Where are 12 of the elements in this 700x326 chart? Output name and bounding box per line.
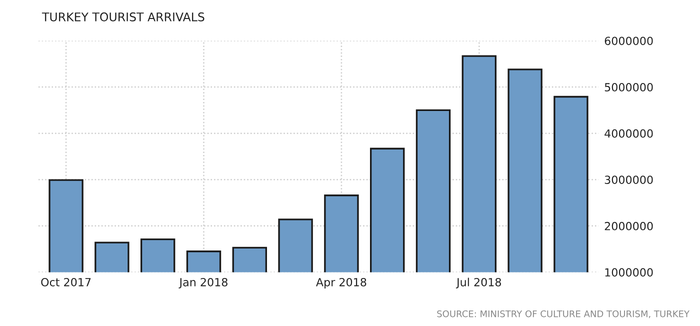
y-tick-label: 2000000 <box>604 222 653 230</box>
source-note: SOURCE: MINISTRY OF CULTURE AND TOURISM, TURKEY <box>437 310 690 318</box>
y-tick-label: 3000000 <box>604 176 653 184</box>
chart-title: TURKEY TOURIST ARRIVALS <box>42 12 204 22</box>
x-tick-label: Jul 2018 <box>456 278 502 288</box>
y-tick-label: 4000000 <box>604 129 653 138</box>
y-tick-label: 5000000 <box>604 83 653 92</box>
x-tick-label: Jan 2018 <box>178 278 228 288</box>
x-tick-label: Apr 2018 <box>316 278 366 289</box>
x-tick-label: Oct 2017 <box>41 278 91 286</box>
y-tick-label: 1000000 <box>605 268 653 277</box>
y-tick-label: 6000000 <box>604 36 653 46</box>
